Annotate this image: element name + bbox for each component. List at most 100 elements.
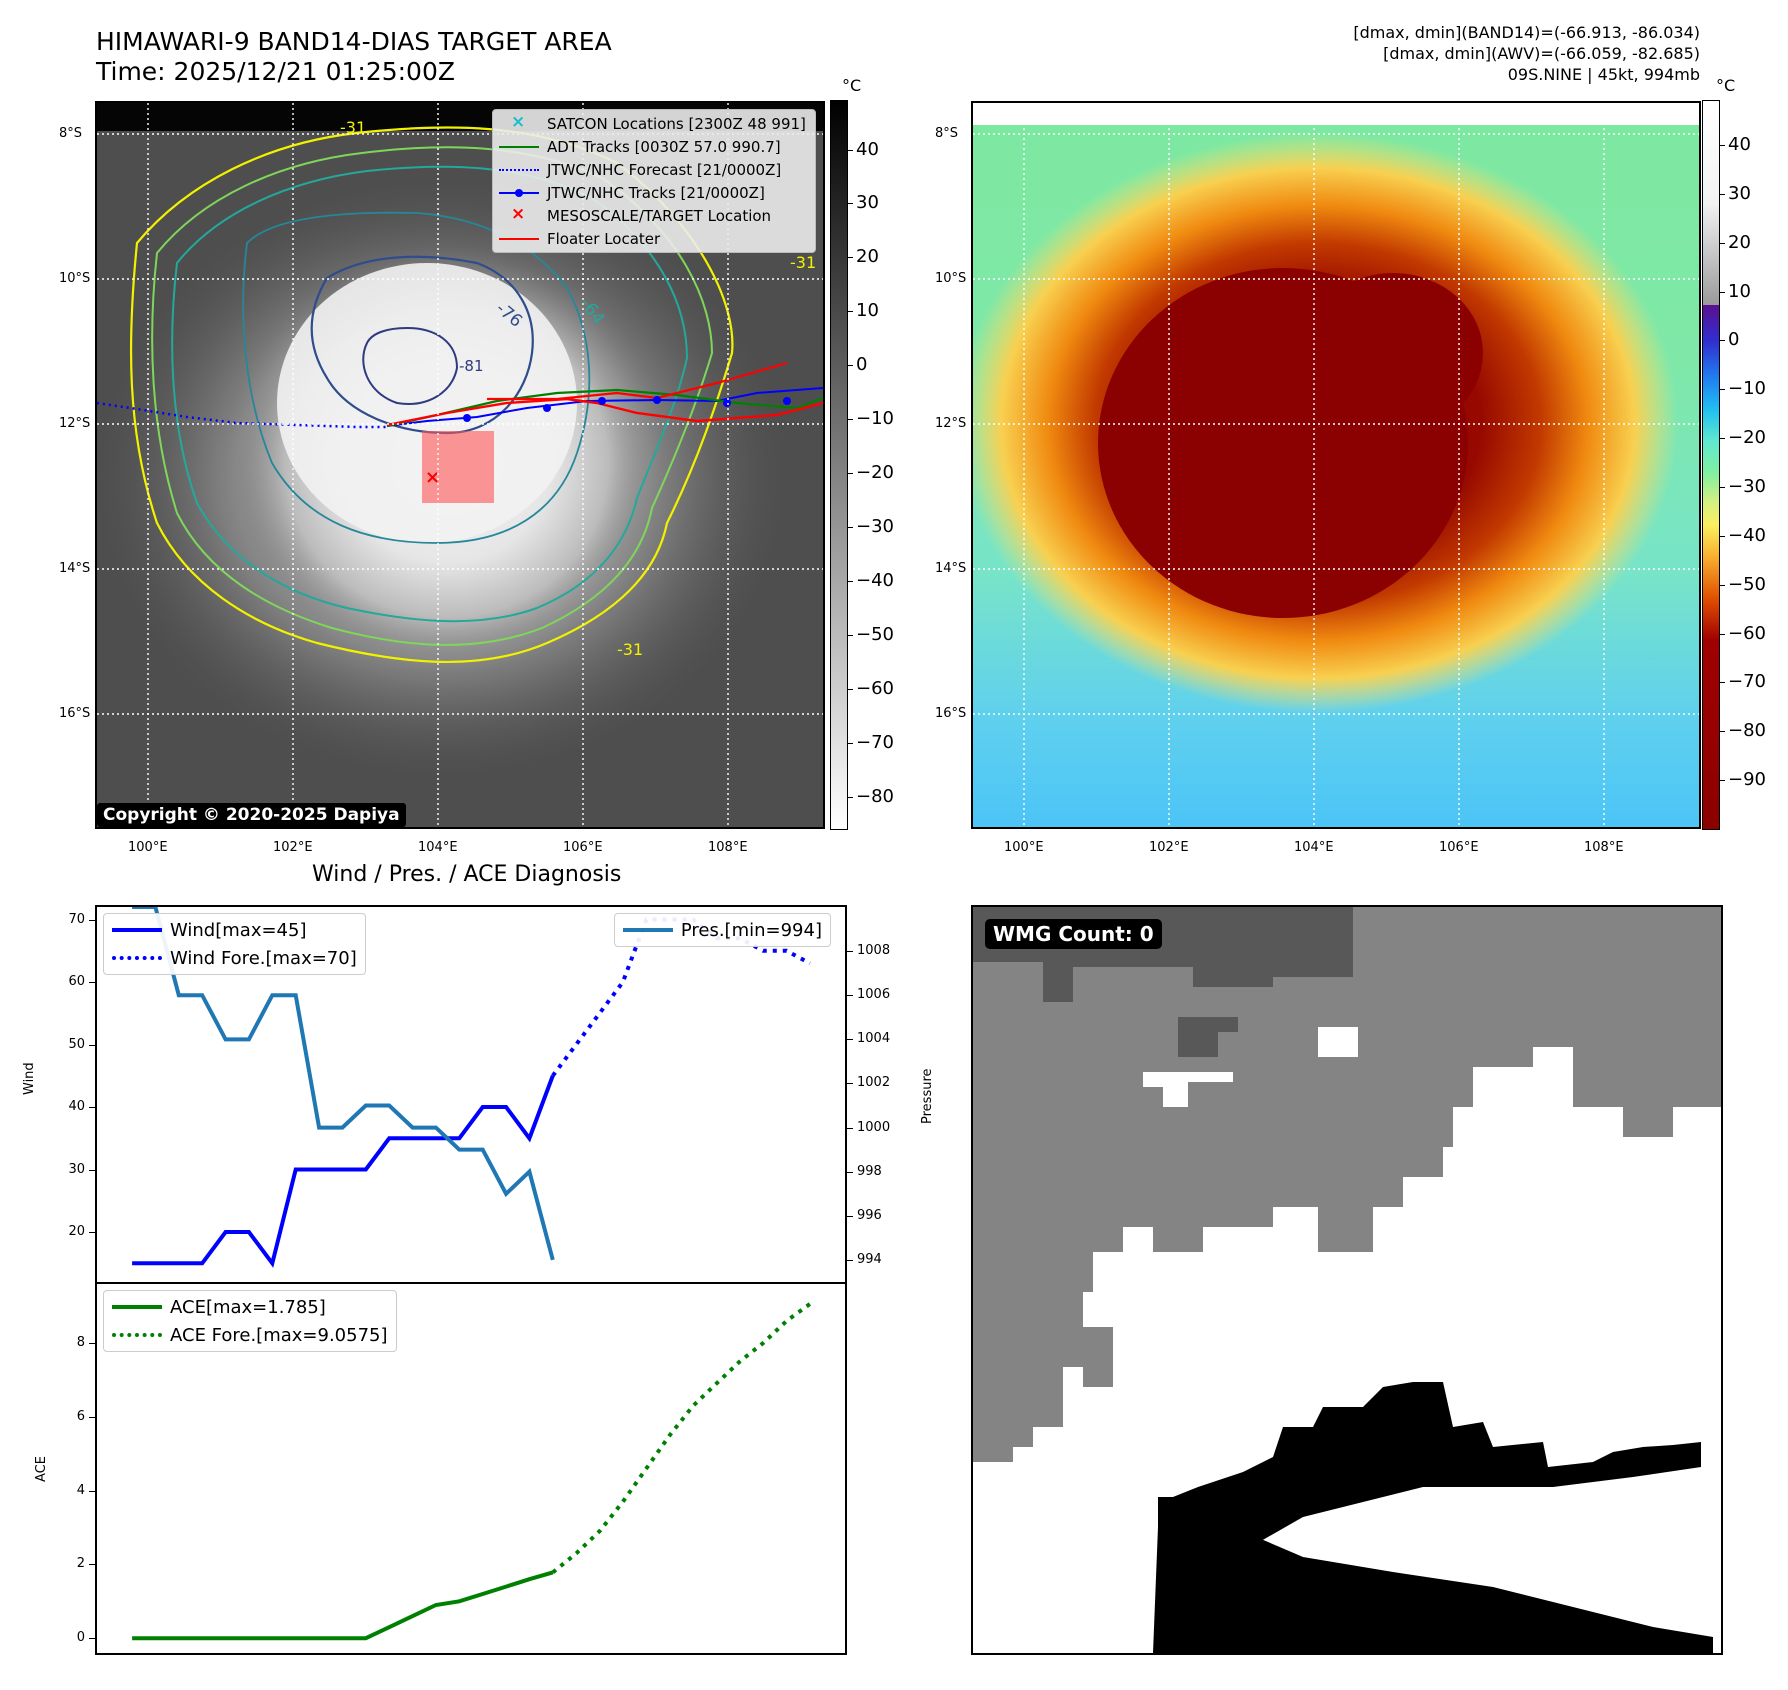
colorbar-tick-mark	[1719, 242, 1725, 244]
colorbar-tick-label: −20	[1728, 427, 1766, 449]
latitude-label: 8°S	[59, 126, 83, 141]
map-legend: × SATCON Locations [2300Z 48 991] ADT Tra…	[492, 109, 816, 253]
colorbar-tick-label: 0	[856, 354, 868, 376]
legend-label: SATCON Locations [2300Z 48 991]	[547, 114, 806, 133]
colorbar-tick-label: −40	[1728, 524, 1766, 546]
colorbar-tick-label: −50	[856, 623, 894, 645]
info-line2: [dmax, dmin](AWV)=(-66.059, -82.685)	[1383, 44, 1700, 63]
enhanced-ir-map	[973, 103, 1699, 827]
y-tick-label: 8	[76, 1335, 85, 1351]
y-tick-mark	[89, 1638, 95, 1640]
y-tick-mark	[89, 1044, 95, 1046]
y-tick-mark	[89, 1564, 95, 1566]
colorbar-tick-mark	[1719, 340, 1725, 342]
colorbar-tick-label: −20	[856, 462, 894, 484]
wmg-panel: WMG Count: 0	[971, 905, 1723, 1655]
contour-label-5: -31	[790, 253, 816, 272]
colorbar-tick-mark	[847, 742, 853, 744]
diagnosis-title: Wind / Pres. / ACE Diagnosis	[312, 862, 622, 887]
longitude-label: 108°E	[708, 840, 748, 855]
line-icon	[112, 927, 162, 933]
figure-title-line1: HIMAWARI-9 BAND14-DIAS TARGET AREA	[96, 27, 612, 56]
colorbar-tick-mark	[847, 203, 853, 205]
colorbar-tick-mark	[847, 527, 853, 528]
line-icon	[499, 232, 539, 246]
colorbar-tick-mark	[847, 580, 853, 582]
ir-map-panel: × -76 -64 -81 -31 -31 -31 × SATCON Locati…	[95, 101, 825, 829]
y2-tick-label: 1002	[857, 1075, 891, 1091]
y-tick-mark	[89, 1490, 95, 1492]
series-line	[551, 917, 811, 1077]
colorbar-tick-mark	[847, 473, 853, 475]
colorbar-tick-label: 20	[856, 246, 879, 268]
ace-legend: ACE[max=1.785] ACE Fore.[max=9.0575]	[103, 1290, 397, 1352]
longitude-label: 104°E	[418, 840, 458, 855]
colorbar-tick-mark	[1719, 682, 1725, 684]
colorbar-tick-mark	[847, 796, 853, 798]
legend-label: JTWC/NHC Forecast [21/0000Z]	[547, 160, 782, 179]
legend-label: MESOSCALE/TARGET Location	[547, 206, 772, 225]
y2-tick-label: 1000	[857, 1119, 891, 1135]
colorbar-tick-label: −50	[1728, 573, 1766, 595]
colorbar-tick-label: −90	[1728, 769, 1766, 791]
colorbar-tick-label: 10	[1728, 280, 1751, 302]
legend-label: Pres.[min=994]	[680, 919, 822, 941]
longitude-label: 106°E	[563, 840, 603, 855]
dotted-line-icon	[499, 163, 539, 177]
y-tick-label: 50	[68, 1036, 85, 1052]
y2-tick-mark	[847, 1127, 853, 1129]
pressure-legend: Pres.[min=994]	[613, 913, 831, 947]
ir-colorbar-unit: °C	[842, 76, 862, 95]
ir-colorbar	[830, 100, 848, 830]
latitude-label: 8°S	[935, 126, 959, 141]
y2-tick-mark	[847, 1083, 853, 1085]
wind-legend: Wind[max=45] Wind Fore.[max=70]	[103, 913, 366, 975]
enhanced-colorbar-unit: °C	[1716, 76, 1736, 95]
latitude-label: 10°S	[935, 271, 967, 286]
longitude-label: 108°E	[1584, 840, 1624, 855]
colorbar-tick-label: −70	[1728, 671, 1766, 693]
figure-title-line2: Time: 2025/12/21 01:25:00Z	[96, 57, 455, 86]
colorbar-tick-mark	[1719, 731, 1725, 733]
legend-label: JTWC/NHC Tracks [21/0000Z]	[547, 183, 765, 202]
legend-label: ACE Fore.[max=9.0575]	[170, 1324, 388, 1346]
wind-pressure-plot	[132, 907, 811, 1268]
colorbar-tick-mark	[847, 634, 853, 636]
series-line	[132, 1570, 554, 1641]
y-tick-label: 70	[68, 911, 85, 927]
colorbar-tick-label: −30	[1728, 475, 1766, 497]
colorbar-tick-label: −40	[856, 569, 894, 591]
legend-label: ACE[max=1.785]	[170, 1296, 326, 1318]
latitude-label: 14°S	[935, 561, 967, 576]
contour-label-4: -31	[340, 118, 366, 137]
svg-text:×: ×	[425, 467, 440, 488]
colorbar-tick-mark	[1719, 291, 1725, 293]
line-icon	[499, 140, 539, 154]
y-tick-mark	[89, 1169, 95, 1171]
legend-label: Wind Fore.[max=70]	[170, 947, 357, 969]
y2-tick-label: 998	[857, 1163, 882, 1179]
longitude-label: 106°E	[1439, 840, 1479, 855]
line-icon	[112, 1304, 162, 1310]
line-dot-icon	[499, 186, 539, 200]
legend-item-mesoscale: × MESOSCALE/TARGET Location	[493, 204, 815, 227]
wmg-map	[973, 907, 1721, 1653]
colorbar-tick-mark	[1719, 780, 1725, 782]
y-tick-label: 40	[68, 1099, 85, 1114]
contour-label-3: -81	[459, 357, 484, 375]
longitude-label: 102°E	[273, 840, 313, 855]
y2-tick-label: 1006	[857, 987, 891, 1003]
legend-item-jtwc-tracks: JTWC/NHC Tracks [21/0000Z]	[493, 181, 815, 204]
wind-pressure-chart: Wind[max=45] Wind Fore.[max=70] Pres.[mi…	[95, 905, 847, 1284]
y-tick-label: 20	[68, 1224, 85, 1239]
y-tick-mark	[89, 919, 95, 921]
dotted-line-icon	[112, 955, 162, 961]
colorbar-tick-label: 20	[1728, 231, 1751, 253]
y2-tick-mark	[847, 1171, 853, 1173]
dotted-line-icon	[112, 1332, 162, 1338]
colorbar-tick-mark	[847, 365, 853, 367]
latitude-label: 12°S	[59, 416, 91, 431]
longitude-label: 100°E	[128, 840, 168, 855]
legend-item-wind: Wind[max=45]	[104, 916, 365, 944]
colorbar-tick-label: 30	[1728, 182, 1751, 204]
